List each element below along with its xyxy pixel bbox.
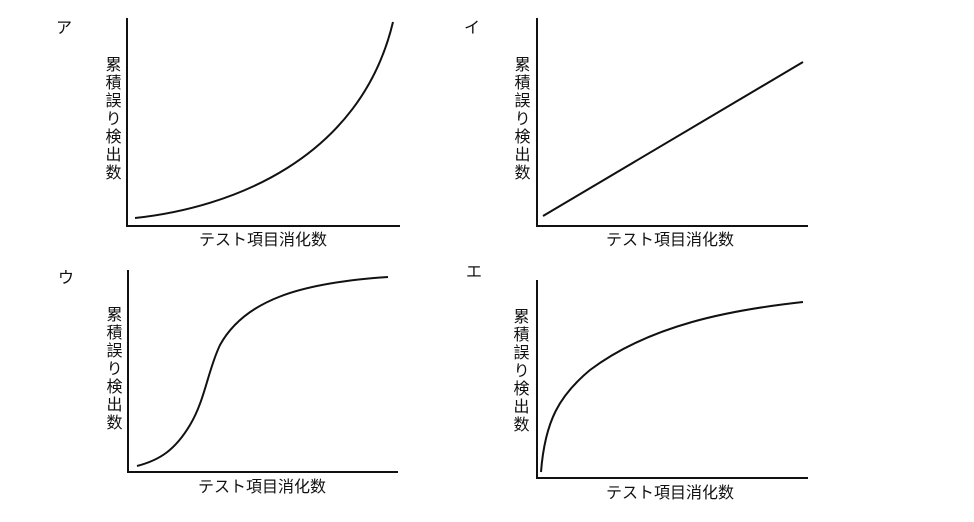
x-axis-label: テスト項目消化数: [606, 483, 734, 502]
axes: [536, 18, 808, 227]
y-axis-label: 累積誤り検出数: [104, 306, 123, 432]
y-axis-label: 累積誤り検出数: [511, 308, 530, 434]
panel-label: ア: [56, 18, 72, 37]
curve: [136, 276, 389, 467]
axes: [536, 280, 808, 479]
panel: エ 累積誤り検出数 テスト項目消化数: [466, 262, 808, 502]
panel-label: イ: [464, 18, 480, 37]
panel-label: ウ: [58, 268, 74, 287]
x-axis-label: テスト項目消化数: [198, 477, 326, 496]
panel: ア 累積誤り検出数 テスト項目消化数: [56, 18, 400, 249]
curve: [542, 61, 804, 217]
axes: [126, 18, 400, 227]
panel: ウ 累積誤り検出数 テスト項目消化数: [58, 268, 398, 496]
panel: イ 累積誤り検出数 テスト項目消化数: [464, 18, 808, 249]
y-axis-label: 累積誤り検出数: [512, 56, 531, 182]
curve: [540, 301, 804, 473]
x-axis-label: テスト項目消化数: [199, 230, 327, 249]
axes: [127, 270, 398, 473]
x-axis-label: テスト項目消化数: [606, 230, 734, 249]
curve: [134, 21, 394, 219]
y-axis-label: 累積誤り検出数: [103, 56, 122, 182]
panel-label: エ: [466, 262, 482, 281]
